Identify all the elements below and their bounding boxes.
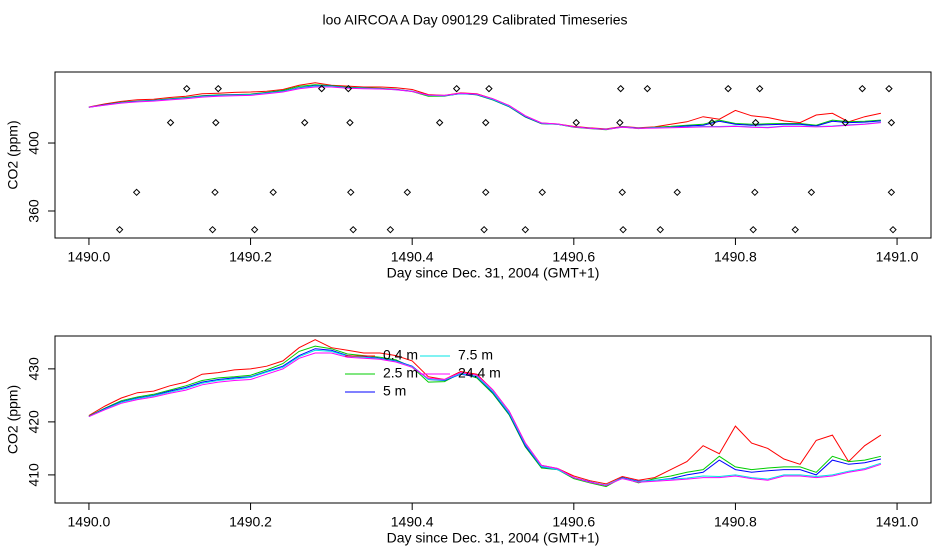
point [301, 118, 309, 127]
point [619, 225, 627, 234]
x-tick-label: 1490.0 [68, 249, 111, 265]
x-tick-label: 1490.4 [391, 514, 434, 530]
point [183, 84, 191, 93]
point [887, 118, 896, 127]
x-axis-label: Day since Dec. 31, 2004 (GMT+1) [387, 265, 600, 281]
plot-frame [54, 71, 932, 239]
x-tick-label: 1490.8 [714, 514, 757, 530]
point [403, 188, 412, 197]
point [538, 188, 547, 197]
point [349, 225, 357, 234]
point [482, 118, 490, 127]
point [115, 225, 124, 234]
point [751, 188, 759, 197]
point [132, 188, 141, 197]
point [724, 84, 732, 93]
y-axis-label: CO2 (ppm) [5, 385, 21, 454]
point [618, 188, 627, 197]
point [212, 118, 220, 127]
series-line [88, 352, 882, 487]
point [485, 84, 493, 93]
point [435, 118, 444, 127]
point [807, 188, 816, 197]
point [250, 225, 259, 234]
chart-title: loo AIRCOA A Day 090129 Calibrated Times… [322, 12, 627, 28]
legend-label: 24.4 m [458, 365, 501, 381]
legend-label: 5 m [383, 383, 406, 399]
x-tick-label: 1490.0 [68, 514, 111, 530]
x-tick-label: 1490.4 [391, 249, 434, 265]
x-tick-label: 1490.6 [552, 249, 595, 265]
y-tick-label: 430 [26, 357, 42, 381]
point [889, 225, 897, 234]
point [480, 225, 488, 234]
series-line [88, 348, 882, 487]
point [749, 225, 757, 234]
point [344, 84, 353, 93]
point [317, 84, 326, 93]
point [616, 118, 624, 127]
y-tick-label: 420 [26, 410, 42, 434]
point [616, 84, 625, 93]
point [521, 225, 530, 234]
point [269, 188, 277, 197]
point [347, 188, 355, 197]
point [885, 84, 893, 93]
y-tick-label: 410 [26, 463, 42, 487]
point [214, 84, 222, 93]
legend-label: 7.5 m [458, 347, 493, 363]
point [656, 225, 664, 234]
x-tick-label: 1490.8 [714, 249, 757, 265]
series-line [88, 349, 882, 486]
legend-label: 2.5 m [383, 365, 418, 381]
point [166, 118, 175, 127]
x-tick-label: 1490.2 [229, 249, 272, 265]
point [643, 84, 652, 93]
series-line [88, 345, 882, 488]
x-axis-label: Day since Dec. 31, 2004 (GMT+1) [387, 530, 600, 546]
y-tick-label: 400 [26, 131, 42, 155]
point [482, 188, 490, 197]
x-tick-label: 1491.0 [876, 514, 919, 530]
point [346, 118, 354, 127]
series-line [88, 86, 881, 130]
point [211, 188, 219, 197]
point [858, 84, 867, 93]
x-tick-label: 1490.6 [552, 514, 595, 530]
point [887, 188, 896, 197]
point [572, 118, 580, 127]
point [751, 118, 760, 127]
point [841, 118, 850, 127]
point [791, 225, 799, 234]
point [452, 84, 461, 93]
point [708, 118, 716, 127]
point [673, 188, 681, 197]
y-axis-label: CO2 (ppm) [5, 120, 21, 189]
legend-label: 0.4 m [383, 347, 418, 363]
plot-frame [54, 335, 932, 504]
x-tick-label: 1491.0 [876, 249, 919, 265]
point [208, 225, 217, 234]
point [755, 84, 764, 93]
x-tick-label: 1490.2 [229, 514, 272, 530]
y-tick-label: 360 [26, 199, 42, 223]
point [386, 225, 395, 234]
